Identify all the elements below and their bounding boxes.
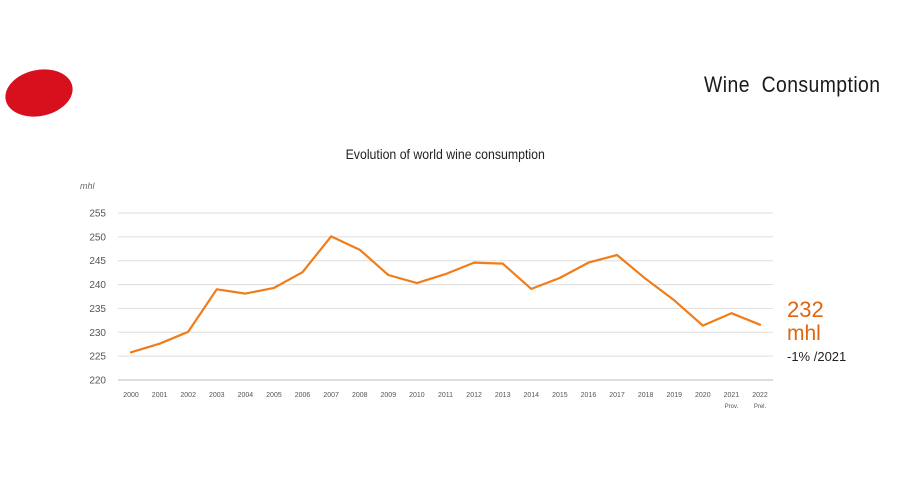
x-tick-label: 2010	[409, 392, 425, 399]
y-tick-label: 225	[89, 352, 106, 363]
x-tick-sublabel: Prel.	[754, 404, 767, 410]
x-tick-label: 2003	[209, 392, 225, 399]
data-point	[701, 324, 704, 327]
data-point	[187, 330, 190, 333]
data-point	[158, 342, 161, 345]
data-point	[272, 286, 275, 289]
x-tick-label: 2020	[695, 392, 711, 399]
data-point	[415, 282, 418, 285]
series-line-0	[129, 235, 762, 354]
y-tick-label: 240	[89, 280, 106, 291]
data-point	[730, 312, 733, 315]
x-tick-label: 2022	[752, 392, 768, 399]
data-point	[387, 274, 390, 277]
grid-lines	[118, 212, 773, 381]
x-tick-label: 2012	[466, 392, 482, 399]
x-tick-label: 2007	[323, 392, 339, 399]
data-point	[558, 276, 561, 279]
data-point	[501, 262, 504, 265]
data-point	[301, 271, 304, 274]
x-tick-label: 2017	[609, 392, 625, 399]
x-tick-label: 2009	[381, 392, 397, 399]
data-point	[358, 248, 361, 251]
x-tick-label: 2016	[581, 392, 597, 399]
x-tick-label: 2014	[523, 392, 539, 399]
y-tick-label: 235	[89, 304, 106, 315]
x-tick-label: 2006	[295, 392, 311, 399]
x-tick-label: 2000	[123, 392, 139, 399]
page-title: Wine Consumption	[703, 72, 880, 97]
latest-value-callout: 232 mhl	[787, 298, 824, 346]
latest-value-change: -1% /2021	[787, 349, 847, 364]
x-tick-label: 2013	[495, 392, 511, 399]
x-tick-label: 2008	[352, 392, 368, 399]
data-point	[587, 261, 590, 264]
x-tick-label: 2005	[266, 392, 282, 399]
y-axis-ticks: 220 225 230 235 240 245 250 255	[89, 209, 106, 387]
chart-title-text: Evolution of world wine consumption	[345, 146, 545, 162]
x-tick-label: 2004	[238, 392, 254, 399]
x-tick-sublabel: Prov.	[725, 404, 739, 410]
x-tick-label: 2021	[724, 392, 740, 399]
data-point	[330, 235, 333, 238]
latest-value-unit: mhl	[787, 322, 821, 345]
chart-title: Evolution of world wine consumption	[0, 146, 900, 162]
data-point	[616, 253, 619, 256]
series-group	[129, 235, 762, 354]
x-tick-label: 2002	[180, 392, 196, 399]
y-tick-label: 245	[89, 256, 106, 267]
x-tick-label: 2011	[438, 392, 453, 399]
y-axis-label: mhl	[80, 181, 96, 191]
latest-value: 232	[787, 297, 824, 322]
data-point	[530, 287, 533, 290]
x-tick-label: 2015	[552, 392, 568, 399]
data-point	[215, 288, 218, 291]
y-tick-label: 230	[89, 328, 106, 339]
y-tick-label: 250	[89, 232, 106, 243]
y-tick-label: 255	[89, 209, 106, 220]
x-tick-label: 2019	[666, 392, 682, 399]
data-point	[644, 277, 647, 280]
x-axis-ticks: 2000 2001 2002 2003 2004 2005 2006 2007 2008 2009…	[123, 392, 768, 410]
data-point	[759, 323, 761, 326]
data-point	[444, 273, 447, 276]
x-tick-label: 2001	[152, 392, 168, 399]
data-point	[130, 351, 132, 354]
data-point	[244, 292, 247, 295]
data-point	[673, 299, 676, 302]
x-tick-label: 2018	[638, 392, 654, 399]
y-tick-label: 220	[89, 376, 106, 387]
data-point	[473, 261, 476, 264]
